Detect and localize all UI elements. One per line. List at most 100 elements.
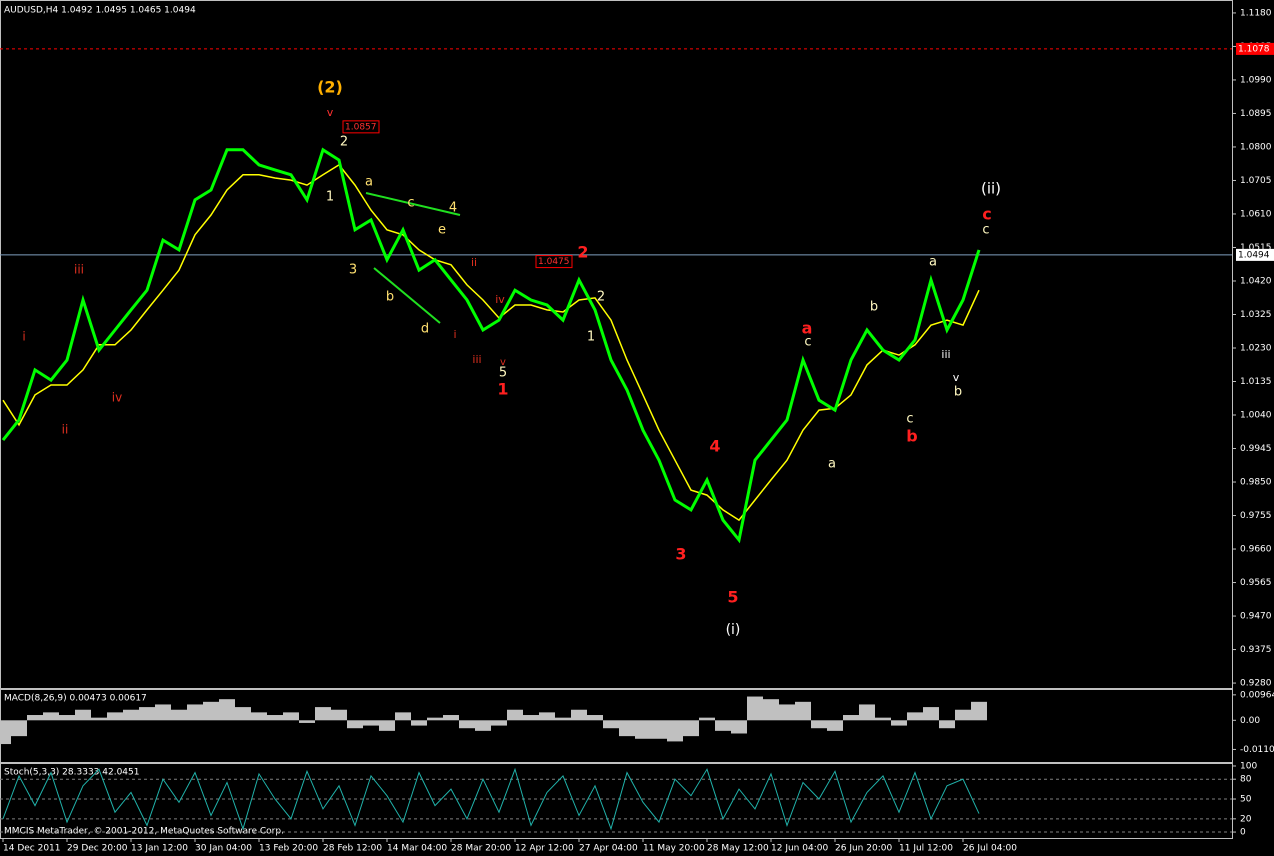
wave-label: c — [804, 335, 811, 350]
histogram-bar — [43, 712, 59, 721]
x-tick-label: 28 Mar 20:00 — [451, 844, 511, 854]
x-tick-label: 13 Jan 12:00 — [131, 844, 188, 854]
stoch-panel-border — [0, 763, 1233, 839]
wave-label: c — [407, 196, 414, 211]
wave-label: b — [954, 385, 962, 400]
wave-label: c — [982, 205, 991, 224]
histogram-bar — [683, 720, 699, 737]
x-tick-label: 27 Apr 04:00 — [579, 844, 638, 854]
price-tag — [1236, 42, 1274, 55]
wave-label: a — [802, 319, 813, 338]
wave-label: a — [828, 457, 836, 472]
histogram-bar — [491, 720, 507, 726]
y-tick-label: 0.9755 — [1240, 511, 1272, 521]
histogram-bar — [107, 712, 123, 721]
wave-label: c — [906, 412, 913, 427]
wave-label: 4 — [709, 437, 720, 456]
x-tick-label: 14 Dec 2011 — [3, 844, 61, 854]
wave-label: d — [421, 322, 429, 337]
wave-label: b — [906, 427, 917, 446]
histogram-bar — [235, 707, 251, 721]
histogram-bar — [715, 720, 731, 731]
histogram-bar — [251, 712, 267, 721]
x-tick-label: 11 Jul 12:00 — [899, 844, 953, 854]
histogram-bar — [395, 712, 411, 721]
histogram-bar — [603, 720, 619, 729]
histogram-bar — [11, 720, 27, 737]
y-tick-label: 20 — [1240, 814, 1252, 824]
wave-label: b — [386, 290, 394, 305]
histogram-bar — [651, 720, 667, 739]
macd-title: MACD(8,26,9) 0.00473 0.00617 — [4, 694, 147, 704]
wave-label: b — [870, 300, 878, 315]
price-label: 1.0857 — [345, 122, 377, 132]
histogram-bar — [427, 717, 443, 721]
histogram-bar — [155, 704, 171, 721]
wave-label: 2 — [340, 135, 348, 150]
histogram-bar — [811, 720, 827, 729]
y-tick-label: 1.0895 — [1240, 109, 1272, 119]
histogram-bar — [571, 709, 587, 721]
wave-label: 2 — [577, 243, 588, 262]
histogram-bar — [59, 715, 75, 721]
y-tick-label: 1.0705 — [1240, 176, 1272, 186]
histogram-bar — [0, 720, 11, 745]
histogram-bar — [971, 701, 987, 721]
y-tick-label: 0.00964 — [1240, 690, 1274, 700]
histogram-bar — [955, 709, 971, 721]
histogram-bar — [443, 715, 459, 721]
wave-label: e — [438, 223, 446, 238]
wave-label: v — [327, 106, 334, 119]
histogram-bar — [539, 712, 555, 721]
main-panel-border — [0, 0, 1233, 689]
y-tick-label: 1.0325 — [1240, 310, 1272, 320]
histogram-bar — [795, 701, 811, 721]
histogram-bar — [299, 720, 315, 723]
histogram-bar — [731, 720, 747, 734]
chart-title: AUDUSD,H4 1.0492 1.0495 1.0465 1.0494 — [4, 6, 196, 16]
wave-label: c — [982, 223, 989, 238]
y-tick-label: 0.9945 — [1240, 444, 1272, 454]
wave-label: v — [500, 357, 506, 368]
histogram-bar — [363, 720, 379, 726]
histogram-bar — [331, 709, 347, 721]
wave-label: (i) — [726, 622, 741, 638]
wave-label: ii — [471, 256, 477, 269]
histogram-bar — [843, 715, 859, 721]
x-tick-label: 26 Jun 20:00 — [835, 844, 892, 854]
x-tick-label: 14 Mar 04:00 — [387, 844, 447, 854]
price-line — [1, 147, 981, 544]
stoch-line — [2, 767, 980, 831]
y-tick-label: 50 — [1240, 795, 1252, 805]
histogram-bar — [459, 720, 475, 729]
wave-label: iii — [472, 353, 481, 366]
wave-label: 2 — [597, 290, 605, 305]
stoch-title: Stoch(5,3,3) 28.3333 42.0451 — [4, 768, 139, 778]
histogram-bar — [379, 720, 395, 731]
histogram-bar — [619, 720, 635, 737]
x-tick-label: 12 Apr 12:00 — [515, 844, 574, 854]
x-tick-label: 28 Feb 12:00 — [323, 844, 382, 854]
wave-label: iii — [74, 263, 84, 277]
y-tick-label: 1.0040 — [1240, 411, 1272, 421]
y-tick-label: 1.0515 — [1240, 243, 1272, 253]
histogram-bar — [699, 717, 715, 721]
x-tick-label: 11 May 20:00 — [643, 844, 705, 854]
wave-label: 5 — [727, 588, 738, 607]
y-tick-label: 100 — [1240, 761, 1257, 771]
histogram-bar — [219, 699, 235, 721]
histogram-bar — [667, 720, 683, 742]
histogram-bar — [555, 717, 571, 721]
wave-label: iv — [495, 293, 505, 306]
histogram-bar — [747, 696, 763, 721]
wave-label: (2) — [317, 78, 343, 97]
histogram-bar — [939, 720, 955, 729]
y-tick-label: 1.0610 — [1240, 209, 1272, 219]
wave-label: i — [22, 330, 25, 344]
price-label-box — [342, 120, 380, 134]
price-tag-label: 1.1078 — [1238, 44, 1270, 54]
histogram-bar — [875, 717, 891, 721]
y-tick-label: 0.9280 — [1240, 679, 1272, 689]
histogram-bar — [267, 715, 283, 721]
